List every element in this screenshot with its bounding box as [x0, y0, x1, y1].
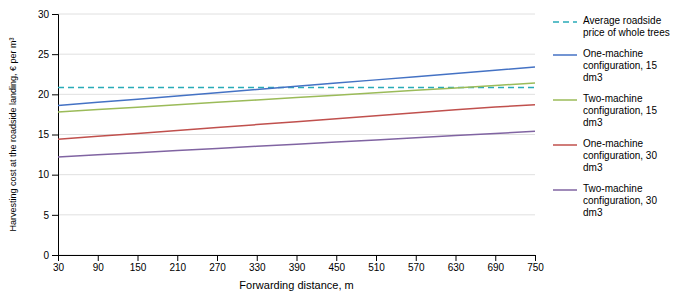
- legend-label: Two-machineconfiguration, 15dm3: [583, 93, 657, 128]
- y-axis-title: Harvesting cost at the roadside landing,…: [8, 37, 18, 231]
- x-tick: 690: [487, 255, 504, 273]
- chart: 3090150210270330390450510570630690750051…: [0, 0, 700, 297]
- x-tick-label: 330: [249, 262, 266, 273]
- grid-line: [58, 214, 535, 215]
- x-tick-label: 510: [368, 262, 385, 273]
- x-tick-label: 270: [209, 262, 226, 273]
- legend-item: Two-machineconfiguration, 30dm3: [553, 183, 657, 218]
- x-tick: 390: [289, 255, 306, 273]
- y-tick-label: 20: [38, 89, 50, 100]
- x-tick: 450: [328, 255, 345, 273]
- y-tick-mark: [52, 94, 58, 95]
- x-tick: 30: [53, 255, 65, 273]
- x-tick-label: 690: [487, 262, 504, 273]
- grid-line: [58, 174, 535, 175]
- y-tick-mark: [52, 175, 58, 176]
- x-tick-label: 30: [53, 262, 65, 273]
- x-tick: 150: [130, 255, 147, 273]
- y-tick-label: 25: [38, 49, 50, 60]
- x-tick-mark: [535, 255, 536, 261]
- y-tick: 5: [43, 210, 58, 221]
- x-tick-label: 90: [93, 262, 105, 273]
- x-tick-label: 450: [328, 262, 345, 273]
- series-line: [58, 67, 535, 106]
- legend-swatch: [553, 21, 577, 23]
- series-line: [58, 83, 535, 112]
- legend-item: Two-machineconfiguration, 15dm3: [553, 93, 657, 128]
- y-tick-label: 0: [43, 250, 49, 261]
- y-tick: 10: [38, 169, 58, 180]
- x-tick: 570: [408, 255, 425, 273]
- legend-swatch: [553, 54, 577, 56]
- x-tick-label: 750: [527, 262, 544, 273]
- x-tick: 330: [249, 255, 266, 273]
- legend-swatch: [553, 99, 577, 101]
- x-tick-label: 390: [289, 262, 306, 273]
- y-tick-mark: [52, 14, 58, 15]
- x-tick: 750: [527, 255, 544, 273]
- x-tick-label: 570: [408, 262, 425, 273]
- x-tick-mark: [495, 255, 496, 261]
- legend-label: One-machineconfiguration, 30dm3: [583, 138, 657, 173]
- y-axis: 0 5 10 15 20 25 30: [38, 9, 59, 261]
- grid-line: [58, 14, 535, 15]
- plot-area: 3090150210270330390450510570630690750051…: [38, 9, 544, 273]
- y-tick-mark: [52, 135, 58, 136]
- legend-label: Two-machineconfiguration, 30dm3: [583, 183, 657, 218]
- legend-label: Average roadsideprice of whole trees: [583, 15, 670, 38]
- y-tick: 0: [43, 250, 58, 261]
- x-tick-mark: [297, 255, 298, 261]
- x-tick: 90: [93, 255, 105, 273]
- x-tick-mark: [376, 255, 377, 261]
- y-tick-label: 5: [43, 210, 49, 221]
- y-tick: 25: [38, 49, 58, 60]
- x-tick-mark: [177, 255, 178, 261]
- series-line: [58, 131, 535, 157]
- legend: Average roadsideprice of whole trees One-…: [553, 15, 670, 218]
- x-axis-line: [59, 256, 536, 262]
- grid: [58, 14, 535, 255]
- x-tick: 510: [368, 255, 385, 273]
- y-tick-mark: [52, 54, 58, 55]
- x-tick-mark: [257, 255, 258, 261]
- y-tick-label: 30: [38, 9, 50, 20]
- x-tick-label: 630: [448, 262, 465, 273]
- legend-label: One-machineconfiguration, 15dm3: [583, 48, 657, 83]
- y-tick: 15: [38, 129, 58, 140]
- x-tick-mark: [456, 255, 457, 261]
- x-tick: 210: [169, 255, 186, 273]
- series-line: [58, 105, 535, 140]
- lines: [58, 67, 535, 157]
- x-tick-label: 210: [169, 262, 186, 273]
- x-tick-label: 150: [130, 262, 147, 273]
- legend-item: One-machineconfiguration, 15dm3: [553, 48, 657, 83]
- x-tick: 270: [209, 255, 226, 273]
- x-tick-mark: [138, 255, 139, 261]
- legend-swatch: [553, 189, 577, 191]
- x-axis-title: Forwarding distance, m: [239, 279, 353, 291]
- x-tick: 630: [448, 255, 465, 273]
- y-axis-line: [52, 15, 59, 256]
- y-tick-label: 15: [38, 129, 50, 140]
- grid-line: [58, 94, 535, 95]
- legend-item: One-machineconfiguration, 30dm3: [553, 138, 657, 173]
- x-tick-mark: [336, 255, 337, 261]
- y-tick: 30: [38, 9, 58, 20]
- y-tick: 20: [38, 89, 58, 100]
- legend-item: Average roadsideprice of whole trees: [553, 15, 670, 38]
- x-tick-mark: [416, 255, 417, 261]
- grid-line: [58, 54, 535, 55]
- y-tick-mark: [52, 215, 58, 216]
- x-tick-mark: [217, 255, 218, 261]
- y-tick-label: 10: [38, 169, 50, 180]
- x-axis: 30 90 150 210 270 330 390 450 510 570 630 690 750: [53, 255, 544, 273]
- y-tick-mark: [52, 255, 58, 256]
- x-tick-mark: [98, 255, 99, 261]
- legend-swatch: [553, 144, 577, 146]
